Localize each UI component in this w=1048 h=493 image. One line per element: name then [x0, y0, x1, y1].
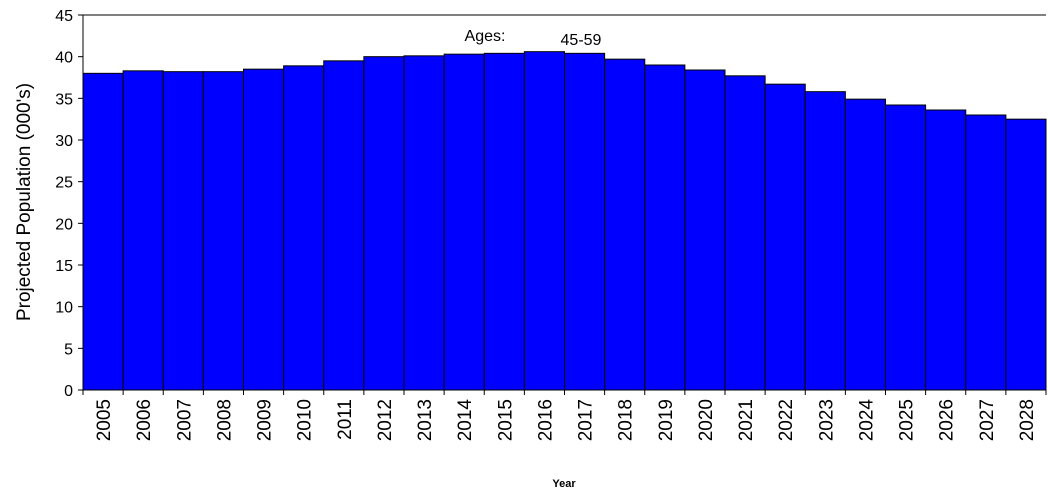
- x-tick-label: 2005: [94, 399, 115, 441]
- x-tick-label: 2013: [415, 399, 436, 441]
- bar: [925, 109, 967, 391]
- y-tick-label: 45: [55, 8, 73, 25]
- x-tick-label: 2010: [295, 399, 316, 441]
- x-tick-label: 2027: [977, 399, 998, 441]
- y-tick-label: 5: [64, 341, 73, 358]
- x-tick-label: 2019: [656, 399, 677, 441]
- bar: [523, 51, 565, 391]
- x-tick-label: 2023: [816, 399, 837, 441]
- y-tick-label: 35: [55, 91, 73, 108]
- bar: [804, 91, 846, 391]
- bar: [162, 71, 204, 391]
- bar: [644, 64, 686, 391]
- bar: [403, 55, 445, 391]
- bar: [443, 53, 485, 391]
- x-tick-label: 2017: [576, 399, 597, 441]
- x-tick-label: 2012: [375, 399, 396, 441]
- x-tick-label: 2020: [696, 399, 717, 441]
- bar: [965, 114, 1007, 391]
- y-tick-label: 20: [55, 216, 73, 233]
- annotation: 45-59: [561, 32, 602, 49]
- y-tick-label: 40: [55, 50, 73, 67]
- bar: [724, 75, 766, 391]
- annotation: Ages:: [465, 28, 506, 45]
- x-tick-label: 2025: [897, 399, 918, 441]
- y-axis-label: Projected Population (000's): [14, 83, 35, 321]
- x-tick-label: 2016: [535, 399, 556, 441]
- x-tick-label: 2007: [174, 399, 195, 441]
- bar: [764, 83, 806, 391]
- y-tick-label: 30: [55, 133, 73, 150]
- y-tick-label: 25: [55, 175, 73, 192]
- bar: [604, 58, 646, 391]
- bar: [564, 52, 606, 391]
- x-tick-label: 2022: [776, 399, 797, 441]
- x-tick-label: 2015: [495, 399, 516, 441]
- bar: [1005, 118, 1047, 391]
- bar: [483, 52, 525, 391]
- x-tick-label: 2024: [856, 399, 877, 442]
- bar: [684, 69, 726, 391]
- x-tick-label: 2021: [736, 399, 757, 441]
- x-axis-label: Year: [552, 478, 576, 490]
- y-tick-label: 15: [55, 258, 73, 275]
- x-tick-label: 2009: [255, 399, 276, 441]
- x-tick-label: 2028: [1017, 399, 1038, 441]
- x-tick-label: 2014: [455, 399, 476, 442]
- y-tick-label: 10: [55, 300, 73, 317]
- x-tick-label: 2008: [214, 399, 235, 441]
- bar: [323, 60, 365, 391]
- x-tick-label: 2018: [616, 399, 637, 441]
- x-tick-label: 2026: [937, 399, 958, 441]
- bar: [202, 71, 244, 391]
- y-tick-label: 0: [64, 383, 73, 400]
- bar: [885, 104, 927, 391]
- bar: [844, 98, 886, 391]
- bar: [243, 68, 285, 391]
- bar: [122, 70, 164, 391]
- bar: [363, 56, 405, 391]
- bar: [82, 72, 124, 391]
- x-tick-label: 2006: [134, 399, 155, 441]
- bar: [283, 65, 325, 391]
- x-tick-label: 2011: [335, 399, 356, 440]
